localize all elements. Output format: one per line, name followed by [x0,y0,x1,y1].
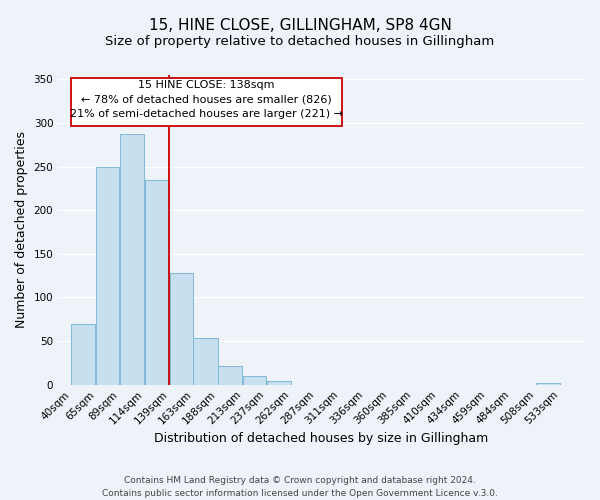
Bar [536,383,560,384]
Bar [218,366,242,384]
Bar [120,134,144,384]
X-axis label: Distribution of detached houses by size in Gillingham: Distribution of detached houses by size … [154,432,489,445]
Y-axis label: Number of detached properties: Number of detached properties [15,132,28,328]
Bar [170,273,193,384]
Bar [71,324,95,384]
Bar [96,166,119,384]
Text: 15 HINE CLOSE: 138sqm
← 78% of detached houses are smaller (826)
21% of semi-det: 15 HINE CLOSE: 138sqm ← 78% of detached … [70,80,343,119]
Text: Size of property relative to detached houses in Gillingham: Size of property relative to detached ho… [106,35,494,48]
Text: 15, HINE CLOSE, GILLINGHAM, SP8 4GN: 15, HINE CLOSE, GILLINGHAM, SP8 4GN [149,18,451,32]
Bar [193,338,218,384]
Bar [267,381,291,384]
Bar [243,376,266,384]
Bar [145,180,169,384]
Text: Contains HM Land Registry data © Crown copyright and database right 2024.
Contai: Contains HM Land Registry data © Crown c… [102,476,498,498]
